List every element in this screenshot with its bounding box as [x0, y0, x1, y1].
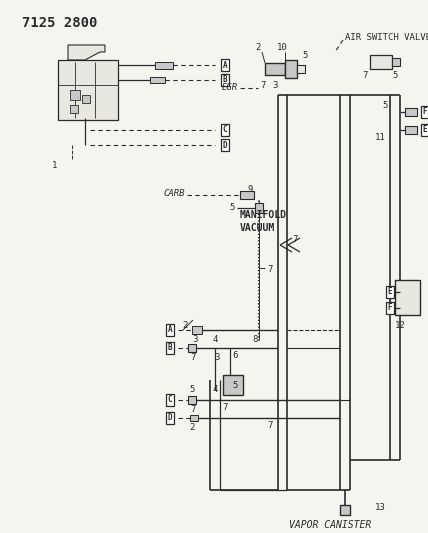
Bar [188, 344, 196, 352]
Text: 5: 5 [232, 381, 238, 390]
Text: 7: 7 [268, 422, 273, 431]
Text: 13: 13 [375, 504, 386, 513]
Text: 7: 7 [292, 236, 298, 245]
Bar [405, 126, 417, 134]
Text: 7: 7 [260, 80, 266, 90]
Text: 7: 7 [190, 353, 196, 362]
Text: 5: 5 [229, 204, 235, 213]
Bar [188, 396, 196, 404]
Text: 3: 3 [214, 353, 220, 362]
Text: D: D [223, 141, 227, 149]
Bar [265, 63, 285, 75]
Text: 4: 4 [212, 385, 218, 394]
Text: 7125 2800: 7125 2800 [22, 16, 98, 30]
Text: VACUUM: VACUUM [240, 223, 275, 233]
Text: D: D [168, 414, 172, 423]
Bar [370, 55, 392, 69]
Bar [255, 203, 263, 213]
Bar [192, 326, 202, 334]
Text: EGR: EGR [222, 84, 238, 93]
Bar [240, 191, 254, 199]
Bar [150, 77, 165, 83]
Text: 7: 7 [363, 70, 368, 79]
Polygon shape [68, 45, 105, 60]
Bar [70, 90, 80, 100]
Text: C: C [223, 125, 227, 134]
Bar [340, 505, 350, 515]
Text: C: C [168, 395, 172, 405]
Bar [223, 375, 243, 395]
Text: E: E [423, 125, 427, 134]
Text: B: B [168, 343, 172, 352]
Text: AIR SWITCH VALVE: AIR SWITCH VALVE [345, 34, 428, 43]
Text: A: A [168, 326, 172, 335]
Text: F: F [423, 108, 427, 117]
Bar [155, 62, 173, 69]
Text: 7: 7 [190, 406, 196, 415]
Bar [405, 108, 417, 116]
Text: F: F [388, 303, 392, 312]
Text: B: B [223, 76, 227, 85]
Text: 5: 5 [382, 101, 388, 109]
Text: 12: 12 [395, 320, 406, 329]
Text: 6: 6 [232, 351, 238, 360]
Text: 5: 5 [392, 70, 398, 79]
Text: 4: 4 [212, 335, 218, 344]
Bar [395, 280, 420, 315]
Text: 2: 2 [189, 424, 195, 432]
Text: 9: 9 [247, 185, 253, 195]
Text: 2: 2 [182, 320, 188, 329]
Text: 11: 11 [374, 133, 385, 142]
Text: 1: 1 [52, 160, 58, 169]
Text: VAPOR CANISTER: VAPOR CANISTER [289, 520, 371, 530]
Text: MANIFOLD: MANIFOLD [240, 210, 287, 220]
Text: 7: 7 [268, 265, 273, 274]
Text: CARB: CARB [163, 189, 185, 198]
Text: 8: 8 [253, 335, 258, 344]
Text: 10: 10 [276, 44, 287, 52]
Bar [58, 60, 118, 120]
Bar [285, 60, 297, 78]
Text: A: A [223, 61, 227, 69]
Bar [70, 105, 78, 113]
Text: 5: 5 [189, 385, 195, 394]
Text: 5: 5 [302, 51, 308, 60]
Bar [82, 95, 90, 103]
Bar [297, 65, 305, 73]
Text: E: E [388, 287, 392, 296]
Text: 7: 7 [222, 403, 228, 413]
Bar [190, 415, 198, 421]
Bar [392, 58, 400, 66]
Text: 3: 3 [192, 335, 198, 344]
Text: 2: 2 [256, 44, 261, 52]
Text: 3: 3 [272, 80, 278, 90]
